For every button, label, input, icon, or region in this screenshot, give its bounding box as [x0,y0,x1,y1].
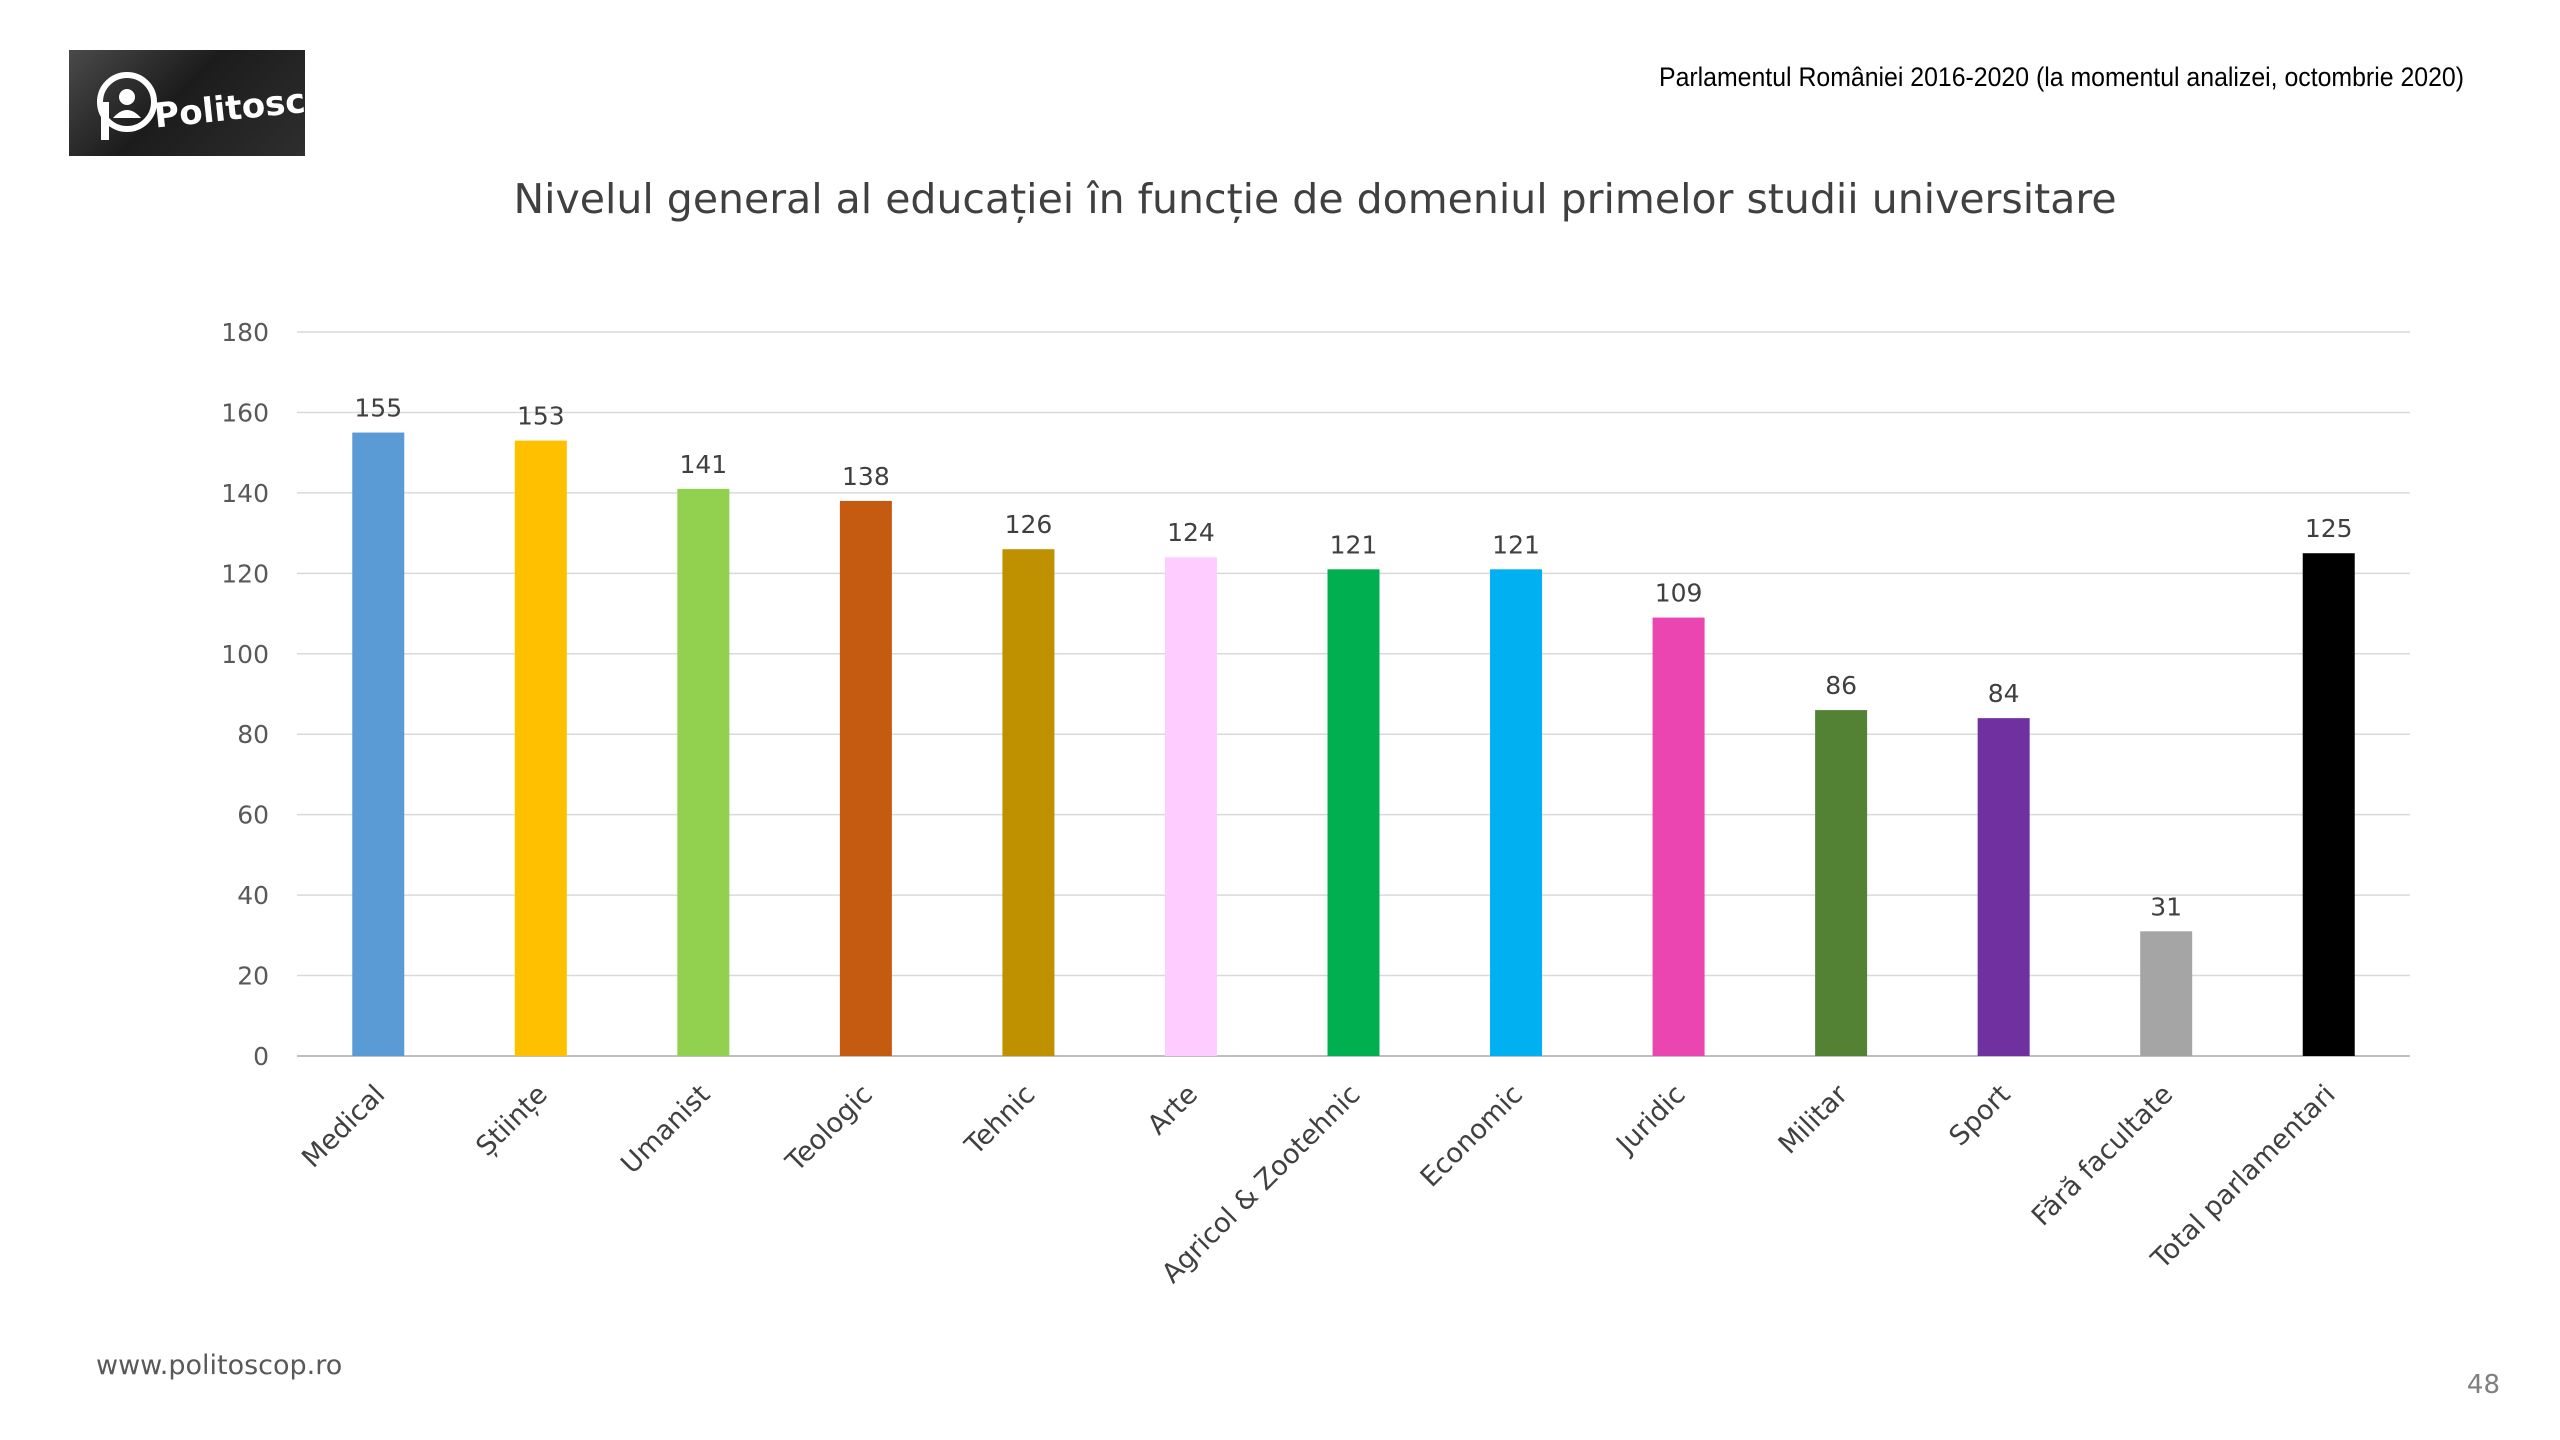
x-tick-label: Sport [1943,1079,2016,1152]
bar [1977,718,2030,1056]
data-label: 121 [1330,530,1378,559]
bar [1327,569,1380,1056]
data-label: 121 [1492,530,1540,559]
y-tick-label: 60 [237,801,269,830]
data-label: 141 [679,450,727,479]
header-note: Parlamentul României 2016-2020 (la momen… [1659,62,2464,92]
bar [2140,931,2193,1056]
x-tick-label: Tehnic [959,1079,1042,1162]
bar [1652,617,1705,1056]
y-tick-label: 20 [237,962,269,991]
y-tick-label: 100 [221,640,269,669]
footer-url[interactable]: www.politoscop.ro [96,1350,343,1381]
data-label: 86 [1825,671,1857,700]
bar [839,500,892,1056]
bar [352,432,405,1056]
y-tick-label: 80 [237,720,269,749]
x-tick-label: Științe [470,1079,553,1162]
page-number: 48 [2466,1370,2500,1400]
x-tick-label: Militar [1773,1078,1855,1160]
data-label: 138 [842,462,890,491]
data-label: 124 [1167,518,1215,547]
y-tick-label: 140 [221,479,269,508]
data-label: 126 [1005,510,1053,539]
data-label: 153 [517,402,565,431]
logo-graphic: Politoscop [97,72,305,140]
x-tick-label: Umanist [615,1079,716,1180]
data-label: 109 [1655,579,1703,608]
data-label: 84 [1988,679,2020,708]
x-tick-label: Juridic [1609,1079,1691,1161]
y-tick-label: 120 [221,559,269,588]
y-tick-label: 40 [237,881,269,910]
chart-title: Nivelul general al educației în funcție … [513,175,2117,223]
x-tick-label: Arte [1142,1079,1204,1141]
y-tick-label: 180 [221,318,269,347]
bar [1002,549,1055,1056]
bar [1164,557,1217,1056]
x-tick-label: Economic [1415,1079,1529,1193]
data-label: 125 [2305,514,2353,543]
bar [1490,569,1543,1056]
data-label: 31 [2150,892,2182,921]
x-tick-label: Medical [296,1079,391,1174]
y-tick-label: 0 [253,1042,269,1071]
x-tick-label: Teologic [779,1079,878,1178]
x-tick-label: Total parlamentari [2145,1079,2342,1276]
politoscop-logo: Politoscop [69,50,305,156]
bar [2302,553,2355,1056]
data-label: 155 [354,394,402,423]
y-tick-label: 160 [221,398,269,427]
x-tick-label: Fără facultate [2026,1079,2179,1232]
bar [1815,710,1868,1056]
bar [514,440,567,1057]
bar [677,488,730,1056]
